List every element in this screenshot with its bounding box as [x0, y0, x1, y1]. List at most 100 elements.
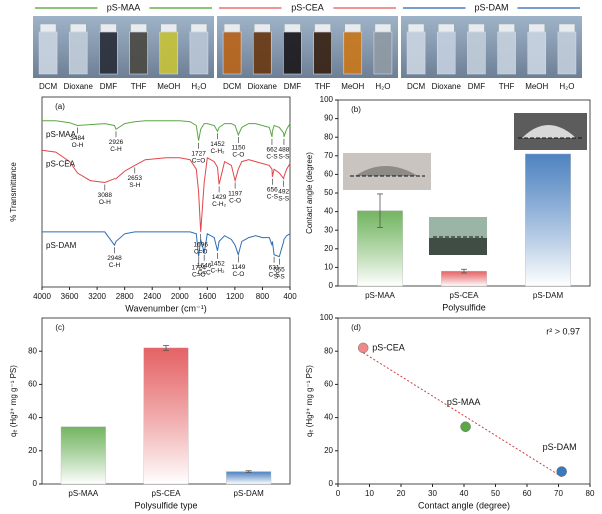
vial-cap	[160, 23, 177, 33]
x-tick-label: 10	[365, 489, 374, 498]
group-title: pS-CEA	[291, 2, 324, 12]
vial	[283, 31, 302, 75]
annotation-bond: C-O	[232, 152, 244, 159]
vial-cap	[314, 23, 331, 33]
y-tick-label: 70	[324, 151, 333, 160]
annotation-value: 3088	[98, 192, 113, 199]
annotation-value: 3484	[70, 135, 85, 142]
vial-cap	[39, 23, 57, 33]
x-tick-label: 800	[256, 292, 270, 301]
y-axis-label: qₑ (Hg²⁺ mg g⁻¹ PS)	[9, 365, 18, 437]
annotation-bond: S-S	[274, 273, 286, 280]
annotation-bond: C-H₂	[210, 268, 225, 275]
solvent-label: DMF	[100, 82, 117, 91]
annotation-bond: C-S	[268, 271, 280, 278]
x-tick-label: 400	[283, 292, 297, 301]
vial	[68, 31, 88, 75]
solvent-label: Dioxane	[432, 82, 462, 91]
y-tick-label: 80	[324, 346, 333, 355]
vial	[38, 31, 58, 75]
vial	[343, 31, 363, 75]
annotation-bond: O-H	[99, 199, 111, 206]
point-label: pS-DAM	[543, 442, 577, 452]
annotation-bond: C=O	[192, 157, 206, 164]
spectrum-line	[42, 231, 291, 258]
annotation-value: 555	[274, 266, 285, 273]
vial	[99, 31, 118, 75]
annotation-value: 1452	[210, 261, 225, 268]
x-tick-label: 70	[554, 489, 563, 498]
annotation-bond: O-H	[72, 142, 84, 149]
vial	[373, 31, 393, 75]
group-title: pS-MAA	[107, 2, 141, 12]
y-tick-label: 40	[324, 207, 333, 216]
vial	[159, 31, 179, 75]
point	[556, 466, 567, 477]
annotation-value: 1646	[197, 263, 212, 270]
x-tick-label: pS-DAM	[234, 489, 265, 498]
annotation-value: 656	[267, 187, 278, 194]
y-tick-label: 20	[324, 446, 333, 455]
y-tick-label: 100	[320, 95, 334, 104]
annotation-bond: C-H₂	[212, 201, 227, 208]
vial-cap	[498, 23, 515, 33]
annotation-bond: S-S	[279, 154, 291, 161]
vial-cap	[438, 23, 455, 33]
vial	[252, 31, 272, 75]
point	[358, 342, 369, 354]
y-tick-label: 0	[33, 479, 38, 488]
series-label: pS-MAA	[46, 130, 76, 139]
annotation-value: 1150	[231, 145, 245, 152]
point-label: pS-MAA	[447, 397, 481, 407]
bar	[525, 153, 571, 287]
solvent-label: THF	[131, 82, 147, 91]
y-tick-label: 100	[320, 313, 334, 322]
solvent-label: MeOH	[525, 82, 548, 91]
vial	[129, 31, 148, 75]
point-label: pS-CEA	[372, 342, 405, 352]
x-tick-label: 4000	[33, 292, 51, 301]
solvent-label: THF	[315, 82, 331, 91]
vial-cap	[468, 23, 485, 33]
annotation-bond: C-O	[232, 271, 244, 278]
annotation-bond: C-H	[110, 146, 122, 153]
x-tick-label: 0	[336, 489, 341, 498]
panel-label: (a)	[55, 102, 65, 111]
x-axis-label: Contact angle (degree)	[418, 500, 510, 510]
x-tick-label: pS-DAM	[533, 291, 564, 300]
y-tick-label: 60	[28, 380, 37, 389]
solvent-label: Dioxane	[248, 82, 278, 91]
vial-cap	[374, 23, 392, 33]
vial-cap	[528, 23, 545, 33]
series-label: pS-DAM	[46, 241, 77, 250]
solvent-label: MeOH	[341, 82, 364, 91]
y-tick-label: 80	[28, 346, 37, 355]
x-axis-label: Polysulfide	[442, 302, 486, 312]
y-tick-label: 50	[324, 188, 333, 197]
vial	[222, 31, 242, 75]
y-tick-label: 20	[28, 446, 37, 455]
annotation: r² > 0.97	[546, 326, 580, 336]
photo-background	[33, 16, 582, 78]
annotation-value: 631	[269, 264, 280, 271]
bar	[60, 426, 106, 485]
bar	[143, 347, 189, 485]
x-tick-label: pS-CEA	[450, 291, 480, 300]
annotation-bond: C=O	[194, 249, 208, 256]
y-tick-label: 90	[324, 114, 333, 123]
x-tick-label: pS-CEA	[152, 489, 182, 498]
x-tick-label: 40	[460, 489, 469, 498]
annotation-bond: C=O	[192, 272, 206, 279]
x-tick-label: 2400	[143, 292, 161, 301]
y-tick-label: 40	[28, 413, 37, 422]
annotation-value: 1149	[231, 264, 245, 271]
x-tick-label: 50	[491, 489, 500, 498]
panel-label: (d)	[351, 323, 361, 332]
x-tick-label: 2800	[116, 292, 134, 301]
x-axis-label: Wavenumber (cm⁻¹)	[125, 303, 206, 313]
y-tick-label: 0	[329, 479, 334, 488]
y-tick-label: 60	[324, 170, 333, 179]
x-tick-label: 1600	[198, 292, 216, 301]
annotation-bond: S-H	[129, 182, 141, 189]
annotation-value: 1197	[228, 190, 242, 197]
